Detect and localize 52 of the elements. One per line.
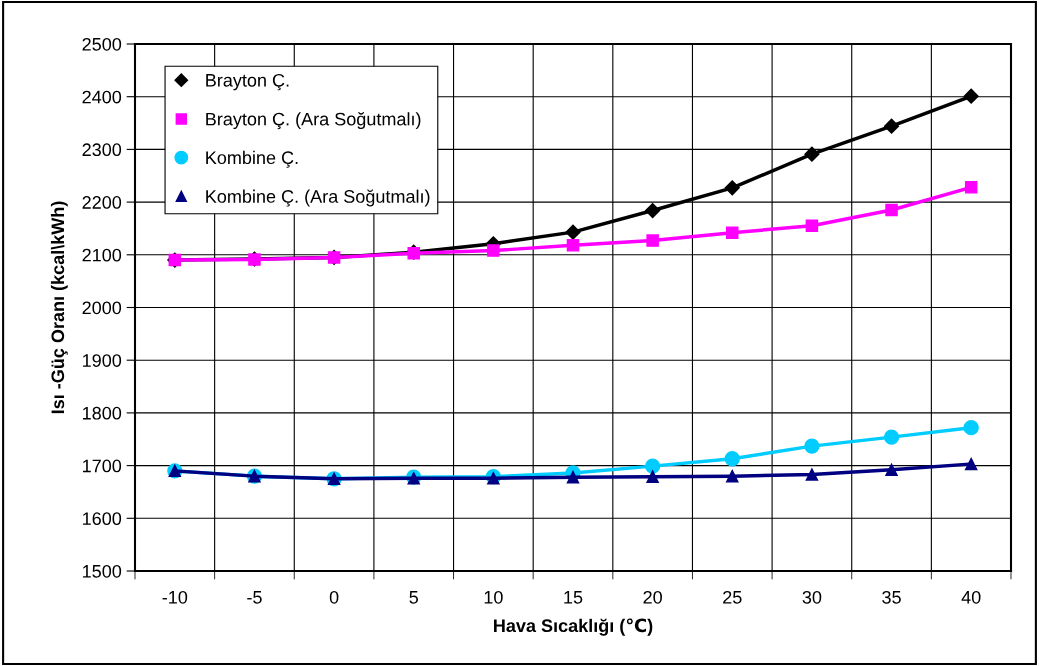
x-tick-label: 30 bbox=[802, 590, 822, 604]
legend-label: Brayton Ç. bbox=[206, 73, 289, 91]
point bbox=[963, 88, 979, 104]
point bbox=[487, 244, 500, 257]
point bbox=[885, 203, 898, 217]
point bbox=[566, 470, 580, 484]
point bbox=[726, 469, 739, 483]
x-tick-label: 20 bbox=[643, 590, 662, 604]
point bbox=[805, 219, 819, 233]
y-tick-label: 2300 bbox=[82, 143, 122, 157]
x-tick-label: 5 bbox=[409, 591, 418, 604]
point bbox=[964, 457, 978, 471]
x-tick-label: 40 bbox=[961, 590, 981, 604]
y-tick-label: 2500 bbox=[82, 37, 122, 51]
y-tick-label: 1800 bbox=[83, 406, 122, 420]
x-tick-label: -5 bbox=[247, 591, 262, 604]
y-tick-label: 2000 bbox=[82, 301, 122, 315]
x-tick-label: 35 bbox=[882, 590, 901, 604]
point bbox=[885, 463, 898, 477]
point bbox=[726, 226, 739, 239]
point bbox=[964, 181, 978, 194]
y-tick-label: 2200 bbox=[82, 196, 122, 209]
point bbox=[724, 180, 740, 196]
y-tick-label: 2100 bbox=[82, 248, 122, 262]
y-tick-label: 1500 bbox=[83, 564, 122, 578]
point bbox=[646, 470, 659, 483]
y-tick-label: 1700 bbox=[83, 459, 122, 473]
point bbox=[804, 438, 820, 454]
y-tick-label: 1600 bbox=[83, 512, 122, 526]
y-tick-label: 1900 bbox=[83, 354, 122, 367]
x-tick-label: 25 bbox=[723, 590, 742, 604]
point bbox=[566, 239, 580, 252]
point bbox=[565, 224, 581, 240]
x-tick-label: 10 bbox=[484, 590, 503, 604]
point bbox=[805, 468, 819, 481]
x-tick-label: 0 bbox=[329, 590, 339, 604]
point bbox=[883, 118, 900, 134]
legend-label: Brayton Ç. (Ara Soğutmalı) bbox=[206, 112, 421, 130]
point bbox=[645, 202, 661, 219]
y-tick-label: 2400 bbox=[82, 90, 122, 104]
point bbox=[804, 146, 820, 162]
y-axis-title: Isı -Güç Oranı (kcal\kWh) bbox=[50, 201, 68, 414]
point bbox=[963, 420, 979, 436]
legend-label: Kombine Ç. (Ara Soğutmalı) bbox=[206, 189, 430, 207]
x-axis-title: Hava Sıcaklığı (℃) bbox=[494, 618, 653, 636]
point bbox=[644, 458, 661, 474]
point bbox=[883, 429, 900, 445]
point bbox=[724, 451, 740, 467]
x-tick-label: 15 bbox=[564, 591, 583, 604]
point bbox=[646, 234, 659, 247]
legend-label: Kombine Ç. bbox=[206, 150, 298, 168]
x-tick-label: -10 bbox=[162, 590, 188, 604]
